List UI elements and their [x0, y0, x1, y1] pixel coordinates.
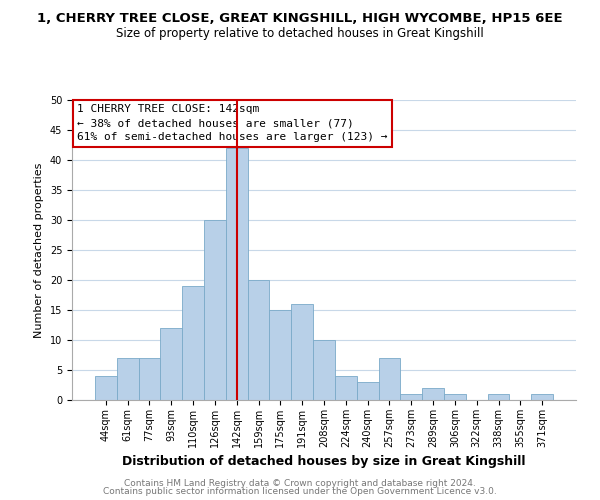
- Bar: [291, 304, 313, 400]
- Bar: [248, 280, 269, 400]
- Bar: [444, 394, 466, 400]
- Bar: [204, 220, 226, 400]
- Y-axis label: Number of detached properties: Number of detached properties: [34, 162, 44, 338]
- Text: Size of property relative to detached houses in Great Kingshill: Size of property relative to detached ho…: [116, 28, 484, 40]
- Bar: [269, 310, 291, 400]
- Bar: [160, 328, 182, 400]
- Bar: [139, 358, 160, 400]
- Bar: [357, 382, 379, 400]
- Bar: [226, 148, 248, 400]
- Bar: [379, 358, 400, 400]
- Text: Contains public sector information licensed under the Open Government Licence v3: Contains public sector information licen…: [103, 487, 497, 496]
- Bar: [117, 358, 139, 400]
- Bar: [422, 388, 444, 400]
- Bar: [488, 394, 509, 400]
- Bar: [335, 376, 357, 400]
- X-axis label: Distribution of detached houses by size in Great Kingshill: Distribution of detached houses by size …: [122, 456, 526, 468]
- Text: 1 CHERRY TREE CLOSE: 142sqm
← 38% of detached houses are smaller (77)
61% of sem: 1 CHERRY TREE CLOSE: 142sqm ← 38% of det…: [77, 104, 388, 142]
- Bar: [400, 394, 422, 400]
- Bar: [95, 376, 117, 400]
- Bar: [182, 286, 204, 400]
- Text: 1, CHERRY TREE CLOSE, GREAT KINGSHILL, HIGH WYCOMBE, HP15 6EE: 1, CHERRY TREE CLOSE, GREAT KINGSHILL, H…: [37, 12, 563, 26]
- Bar: [313, 340, 335, 400]
- Text: Contains HM Land Registry data © Crown copyright and database right 2024.: Contains HM Land Registry data © Crown c…: [124, 478, 476, 488]
- Bar: [531, 394, 553, 400]
